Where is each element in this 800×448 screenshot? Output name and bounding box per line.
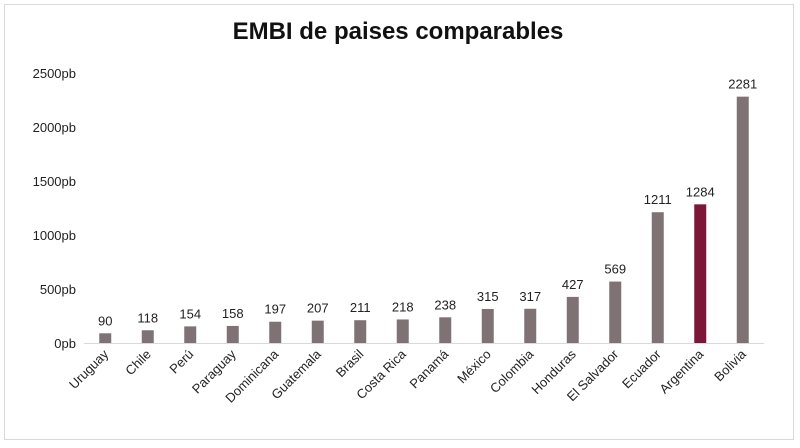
bar: [736, 96, 749, 343]
bar: [99, 333, 112, 343]
x-tick-label: Chile: [122, 347, 154, 379]
data-label: 118: [137, 310, 158, 325]
y-tick-label: 500pb: [40, 282, 76, 297]
data-label: 2281: [728, 77, 757, 92]
y-tick-label: 1000pb: [33, 228, 76, 243]
chart-title: EMBI de paises comparables: [232, 18, 564, 45]
x-tick-label: Uruguay: [66, 346, 112, 392]
y-tick-label: 0pb: [54, 336, 76, 351]
x-tick-label: Perú: [166, 347, 196, 377]
data-label: 1284: [686, 184, 715, 199]
y-tick-label: 2000pb: [33, 120, 76, 135]
bar: [184, 326, 197, 343]
data-label: 158: [222, 306, 244, 321]
bar: [609, 281, 622, 343]
data-label: 317: [519, 289, 541, 304]
x-tick-label: Panamá: [407, 346, 452, 391]
data-label: 211: [350, 300, 371, 315]
data-label: 197: [264, 302, 286, 317]
bar: [354, 320, 367, 343]
bar: [311, 320, 324, 343]
bar: [396, 319, 409, 343]
bar: [481, 308, 494, 343]
bar: [566, 296, 579, 343]
x-tick-label: México: [454, 347, 494, 387]
y-tick-label: 2500pb: [33, 66, 76, 81]
data-label: 154: [179, 306, 201, 321]
data-label: 315: [477, 289, 499, 304]
x-tick-label: Argentina: [656, 346, 707, 397]
data-label: 427: [562, 277, 584, 292]
bar: [141, 330, 154, 343]
data-label: 218: [392, 299, 414, 314]
bar: [226, 325, 239, 343]
data-label: 569: [604, 262, 626, 277]
bar: [694, 204, 707, 343]
x-tick-label: Bolivia: [711, 346, 749, 384]
x-tick-label: Brasil: [333, 346, 367, 380]
bar: [524, 308, 537, 343]
bar: [269, 321, 282, 343]
data-label: 90: [98, 313, 112, 328]
data-label: 1211: [644, 192, 672, 207]
bar: [439, 317, 452, 343]
y-tick-label: 1500pb: [33, 174, 76, 189]
data-label: 238: [434, 297, 456, 312]
bar: [651, 212, 664, 343]
data-label: 207: [307, 301, 329, 316]
